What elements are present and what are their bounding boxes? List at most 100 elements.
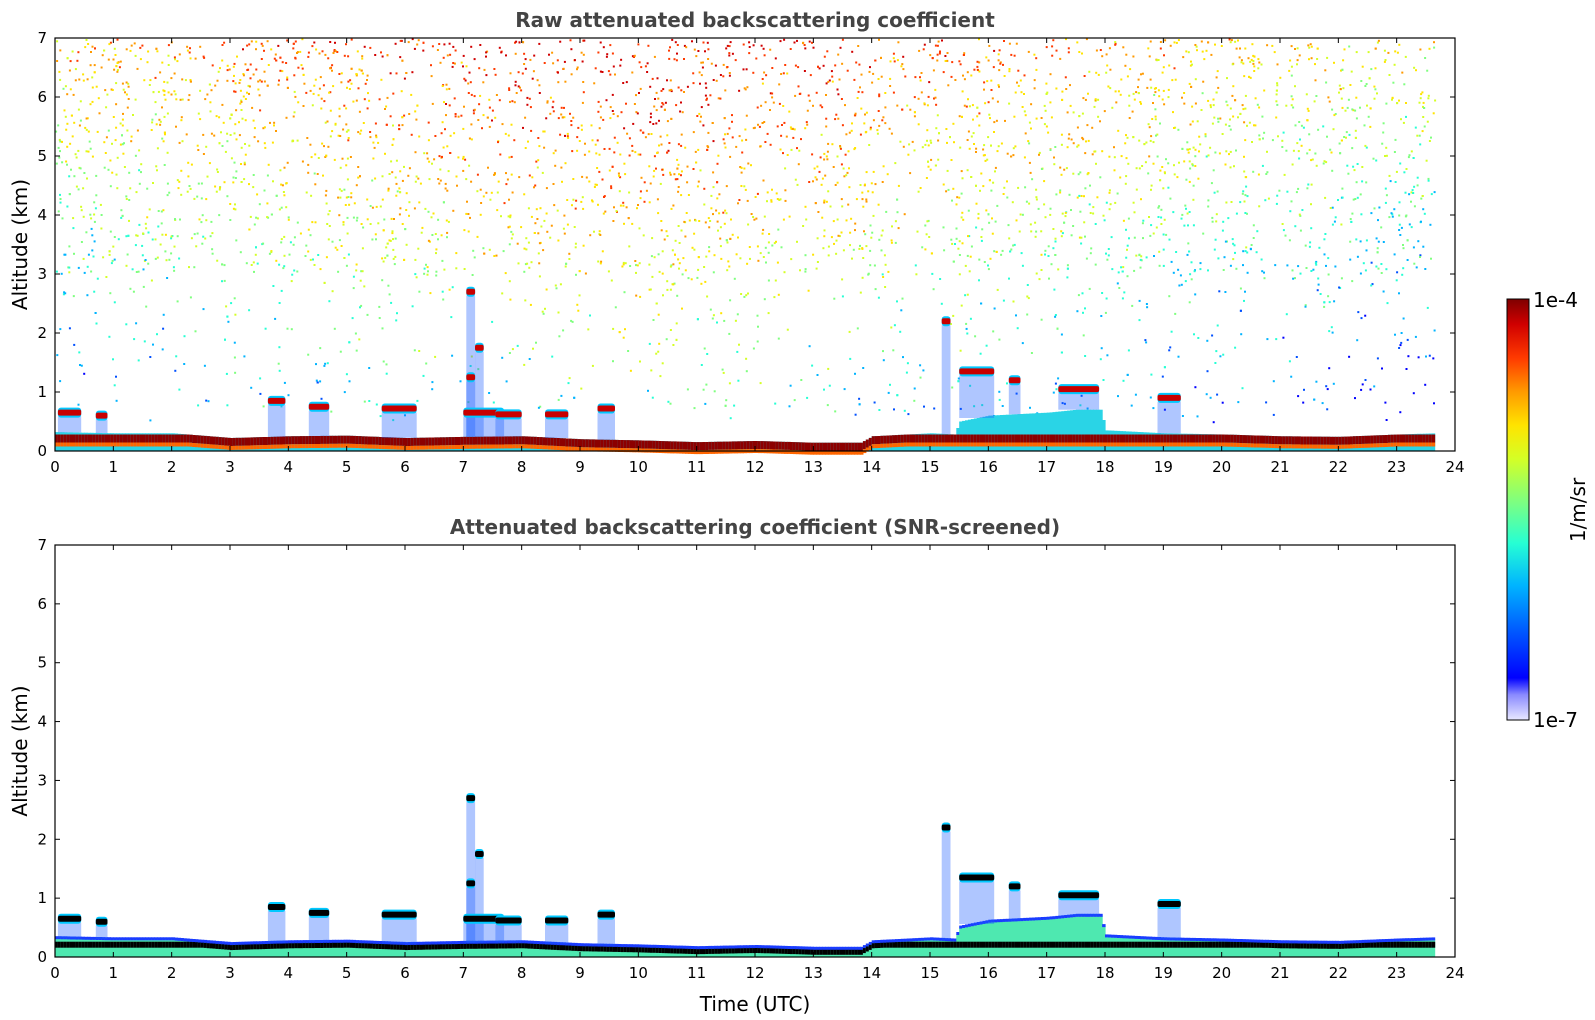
- surface-layer-core: [238, 437, 243, 446]
- noise-pixel: [575, 273, 577, 276]
- noise-pixel: [396, 312, 398, 315]
- noise-pixel: [890, 241, 893, 244]
- noise-pixel: [1125, 53, 1128, 56]
- noise-pixel: [55, 270, 58, 273]
- noise-pixel: [79, 167, 82, 170]
- surface-layer-edge: [177, 442, 181, 447]
- noise-pixel: [399, 207, 402, 210]
- noise-pixel: [831, 143, 834, 146]
- noise-pixel: [1051, 54, 1054, 57]
- surface-layer-core: [349, 435, 354, 444]
- noise-pixel: [1060, 235, 1063, 238]
- noise-pixel: [1325, 385, 1328, 388]
- noise-pixel: [345, 43, 347, 46]
- noise-pixel: [625, 102, 627, 105]
- noise-pixel: [784, 64, 787, 66]
- noise-pixel: [962, 54, 965, 56]
- noise-pixel: [1125, 134, 1127, 137]
- noise-pixel: [779, 148, 782, 151]
- noise-pixel: [1323, 160, 1326, 163]
- noise-pixel: [598, 127, 601, 130]
- noise-pixel: [85, 150, 88, 153]
- surface-layer-edge: [349, 443, 354, 448]
- noise-pixel: [193, 233, 196, 236]
- noise-pixel: [1191, 63, 1193, 66]
- surface-layer-edge: [422, 445, 426, 450]
- noise-pixel: [1342, 87, 1345, 90]
- noise-pixel: [532, 347, 534, 350]
- noise-pixel: [1276, 63, 1279, 66]
- noise-pixel: [1091, 153, 1094, 156]
- noise-pixel: [647, 44, 650, 47]
- noise-pixel: [620, 111, 623, 114]
- noise-pixel: [818, 170, 821, 173]
- noise-pixel: [541, 171, 544, 174]
- noise-pixel: [1126, 75, 1129, 78]
- noise-pixel: [488, 125, 491, 128]
- noise-pixel: [711, 122, 714, 124]
- noise-pixel: [893, 324, 896, 327]
- noise-pixel: [1222, 353, 1225, 356]
- noise-pixel: [218, 214, 221, 217]
- noise-pixel: [138, 223, 141, 226]
- surface-layer-core: [588, 439, 593, 448]
- noise-pixel: [1212, 104, 1215, 107]
- noise-pixel: [511, 233, 514, 236]
- noise-pixel: [1059, 191, 1062, 194]
- noise-pixel: [1131, 110, 1134, 113]
- noise-pixel: [770, 200, 773, 203]
- noise-pixel: [1377, 267, 1380, 270]
- noise-pixel: [1306, 187, 1309, 190]
- surface-layer-core: [399, 437, 403, 446]
- noise-pixel: [1385, 154, 1388, 157]
- noise-pixel: [1099, 120, 1101, 123]
- noise-pixel: [304, 255, 307, 257]
- noise-pixel: [790, 148, 793, 151]
- noise-pixel: [881, 229, 884, 232]
- noise-pixel: [113, 301, 116, 304]
- noise-pixel: [99, 203, 102, 206]
- noise-pixel: [286, 327, 289, 330]
- noise-pixel: [366, 74, 369, 77]
- noise-pixel: [672, 283, 675, 286]
- noise-pixel: [515, 40, 518, 43]
- noise-pixel: [305, 91, 308, 94]
- noise-pixel: [1133, 211, 1136, 214]
- noise-pixel: [1144, 161, 1147, 164]
- surface-layer-core: [396, 437, 400, 446]
- noise-pixel: [380, 78, 383, 81]
- noise-pixel: [1003, 40, 1005, 42]
- noise-pixel: [1231, 94, 1234, 97]
- noise-pixel: [637, 204, 639, 206]
- noise-pixel: [297, 66, 300, 69]
- noise-pixel: [552, 100, 555, 103]
- noise-pixel: [901, 63, 904, 66]
- noise-pixel: [1326, 56, 1329, 59]
- noise-pixel: [513, 101, 516, 104]
- surface-layer-edge: [302, 444, 307, 449]
- noise-pixel: [202, 235, 205, 238]
- noise-pixel: [746, 262, 749, 265]
- noise-pixel: [228, 68, 231, 71]
- noise-pixel: [1047, 255, 1050, 257]
- surface-layer-core: [66, 434, 71, 443]
- noise-pixel: [804, 268, 807, 271]
- noise-pixel: [127, 85, 130, 88]
- noise-pixel: [526, 96, 529, 99]
- noise-pixel: [767, 279, 770, 282]
- noise-pixel: [180, 119, 183, 122]
- noise-pixel: [209, 235, 212, 238]
- noise-pixel: [1422, 245, 1425, 248]
- noise-pixel: [391, 232, 394, 235]
- noise-pixel: [177, 187, 180, 190]
- noise-pixel: [1310, 203, 1312, 206]
- noise-pixel: [355, 349, 358, 352]
- noise-pixel: [74, 79, 77, 82]
- noise-pixel: [710, 207, 713, 210]
- noise-pixel: [1153, 87, 1156, 90]
- noise-pixel: [938, 132, 940, 135]
- surface-layer-core: [282, 436, 286, 445]
- noise-pixel: [514, 80, 517, 83]
- noise-pixel: [825, 82, 828, 85]
- noise-pixel: [1405, 115, 1407, 118]
